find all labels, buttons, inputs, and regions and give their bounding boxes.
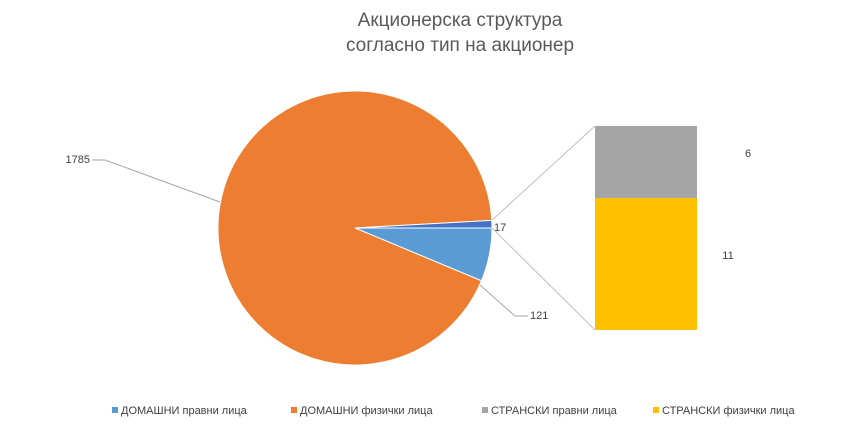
bar-segment — [595, 126, 697, 198]
legend-marker — [653, 407, 659, 413]
bar-segment — [595, 198, 697, 330]
chart-subtitle: согласно тип на акционер — [346, 35, 574, 56]
connector-line — [491, 227, 596, 331]
legend-marker — [291, 407, 297, 413]
pie-slice — [217, 90, 493, 366]
data-label: 1785 — [66, 154, 90, 166]
leader-line — [92, 159, 221, 203]
legend-label: ДОМАШНИ правни лица — [121, 405, 248, 417]
data-label: 11 — [722, 250, 733, 262]
data-label: 121 — [530, 310, 548, 322]
legend-label: ДОМАШНИ физички лица — [300, 405, 433, 417]
chart-title: Акционерска структура — [358, 10, 563, 31]
leader-line — [479, 284, 528, 317]
legend-marker — [112, 407, 118, 413]
legend-label: СТРАНСКИ физички лица — [662, 405, 795, 417]
legend-marker — [482, 407, 488, 413]
data-label: 17 — [494, 222, 506, 234]
legend-label: СТРАНСКИ правни лица — [491, 405, 618, 417]
data-label: 6 — [745, 148, 751, 160]
pie-slice — [354, 219, 493, 229]
connector-line — [491, 125, 596, 221]
